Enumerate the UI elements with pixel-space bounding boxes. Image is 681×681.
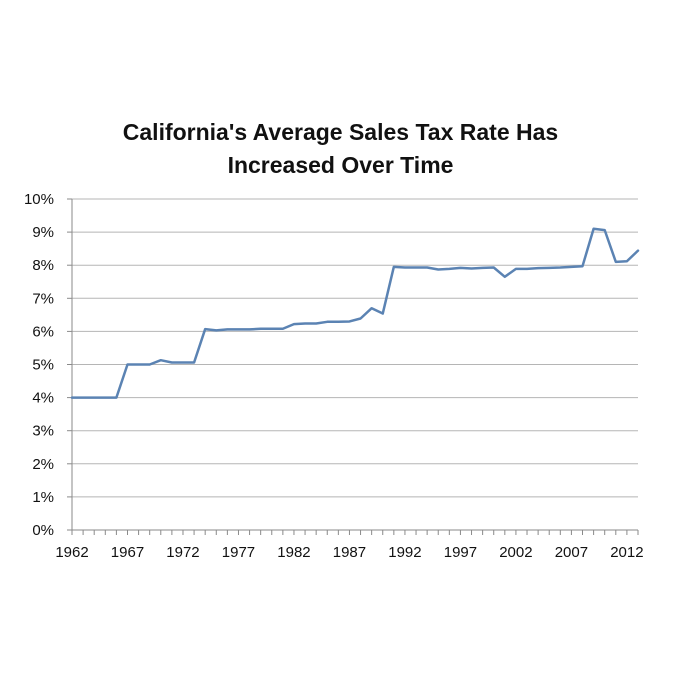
x-tick-label: 1962: [55, 544, 88, 561]
x-tick-label: 1982: [277, 544, 310, 561]
x-tick-label: 2012: [610, 544, 643, 561]
y-tick-labels: 0% 1% 2% 3% 4% 5% 6% 7% 8% 9% 10%: [24, 191, 54, 539]
series-layer: [70, 227, 640, 399]
x-tick-label: 2007: [555, 544, 588, 561]
y-tick-label: 8%: [32, 257, 54, 274]
x-tick-label: 1987: [333, 544, 366, 561]
series-line: [70, 227, 640, 399]
y-tick-label: 5%: [32, 357, 54, 374]
axes: [67, 198, 639, 535]
chart-title-line-2: Increased Over Time: [227, 152, 454, 178]
y-tick-label: 3%: [32, 423, 54, 440]
chart-title-line-1: California's Average Sales Tax Rate Has: [122, 119, 559, 145]
x-tick-label: 1967: [111, 544, 144, 561]
x-tick-label: 1997: [444, 544, 477, 561]
y-tick-label: 9%: [32, 224, 54, 241]
y-tick-label: 10%: [24, 191, 54, 208]
y-tick-label: 1%: [32, 489, 54, 506]
x-tick-labels: 1962 1967 1972 1977 1982 1987 1992 1997 2002 2007…: [55, 544, 643, 561]
y-tick-label: 0%: [32, 522, 54, 539]
y-tick-label: 4%: [32, 390, 54, 407]
x-tick-label: 1977: [222, 544, 255, 561]
x-tick-label: 1992: [388, 544, 421, 561]
x-tick-label: 2002: [499, 544, 532, 561]
x-tick-label: 1972: [166, 544, 199, 561]
y-tick-label: 2%: [32, 456, 54, 473]
y-tick-label: 6%: [32, 323, 54, 340]
y-tick-label: 7%: [32, 290, 54, 307]
chart-title: California's Average Sales Tax Rate Has …: [0, 116, 681, 182]
gridlines: [72, 198, 638, 498]
